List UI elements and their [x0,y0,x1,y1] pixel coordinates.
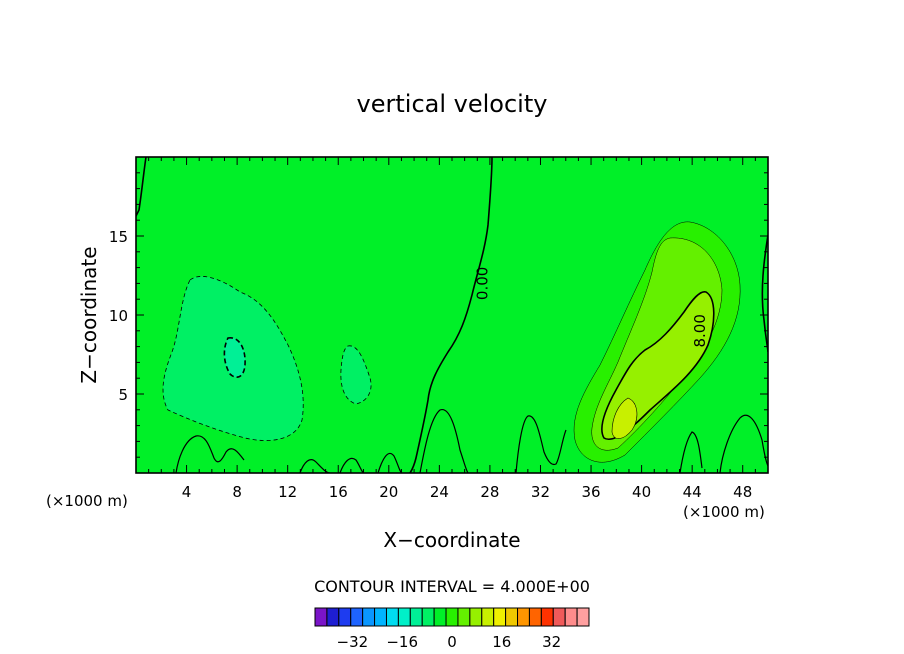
colorbar-swatch [385,607,399,627]
contour-labels: 0.00 8.00 [473,267,708,348]
colorbar-swatch [517,607,530,627]
colorbar-swatch [445,607,459,627]
colorbar-swatch [362,607,376,627]
colorbar-swatch [540,607,554,627]
colorbar-tick-label: −32 [337,633,369,651]
x-tick-label: 8 [232,483,242,501]
zero-contour [409,157,493,473]
colorbar-swatch [469,607,483,627]
contour-label-1: 8.00 [691,314,709,347]
colorbar-tick-label: −16 [386,633,418,651]
x-tick-label: 48 [733,483,752,501]
colorbar-swatch [338,607,352,627]
x-tick-label: 16 [329,483,348,501]
contour-label-0: 0.00 [473,267,491,300]
colorbar-swatch [552,607,566,627]
x-tick-label: 4 [182,483,192,501]
colorbar-tick-label: 16 [492,633,511,651]
negative-region-small [340,345,372,405]
colorbar-tick-label: 0 [447,633,457,651]
colorbar-labels: −32 −16 0 16 32 [337,633,562,651]
plot-area [136,157,768,473]
x-tick-label: 24 [430,483,449,501]
x-tick-label: 44 [683,483,702,501]
x-unit-right: (×1000 m) [683,503,765,521]
x-axis-title: X−coordinate [383,528,520,552]
x-unit-left: (×1000 m) [46,492,128,510]
surface-wiggles-left [175,435,403,473]
colorbar-swatch [421,607,435,627]
colorbar-swatch [481,607,495,627]
negative-region-strong [223,337,246,379]
x-tick-label: 28 [480,483,499,501]
colorbar-swatch [374,607,387,627]
y-axis-title: Z−coordinate [77,246,101,383]
x-tick-label: 32 [531,483,550,501]
contour-interval: CONTOUR INTERVAL = 4.000E+00 [314,577,590,596]
colorbar-swatch [397,607,411,627]
colorbar-swatch [528,607,542,627]
colorbar-tick-label: 32 [542,633,561,651]
x-tick-label: 12 [278,483,297,501]
colorbar-swatch [326,607,340,627]
chart-title: vertical velocity [357,90,548,118]
colorbar-swatch [457,607,471,627]
colorbar-swatch [493,607,507,627]
surface-wiggles-right [419,409,768,473]
x-tick-label: 40 [632,483,651,501]
y-tick-label: 15 [109,228,128,246]
positive-region-4 [611,397,638,439]
x-tick-label: 20 [379,483,398,501]
y-tick-label: 10 [109,307,128,325]
colorbar-swatch [409,607,423,627]
colorbar-swatch [505,607,519,627]
colorbar-swatch [314,607,328,627]
x-tick-label: 36 [581,483,600,501]
y-tick-label: 5 [118,386,128,404]
zero-contour-left-edge [136,157,147,217]
colorbar-swatch [564,607,578,627]
colorbar [314,607,590,627]
colorbar-swatch [576,607,590,627]
colorbar-swatch [433,607,447,627]
colorbar-swatch [350,607,364,627]
